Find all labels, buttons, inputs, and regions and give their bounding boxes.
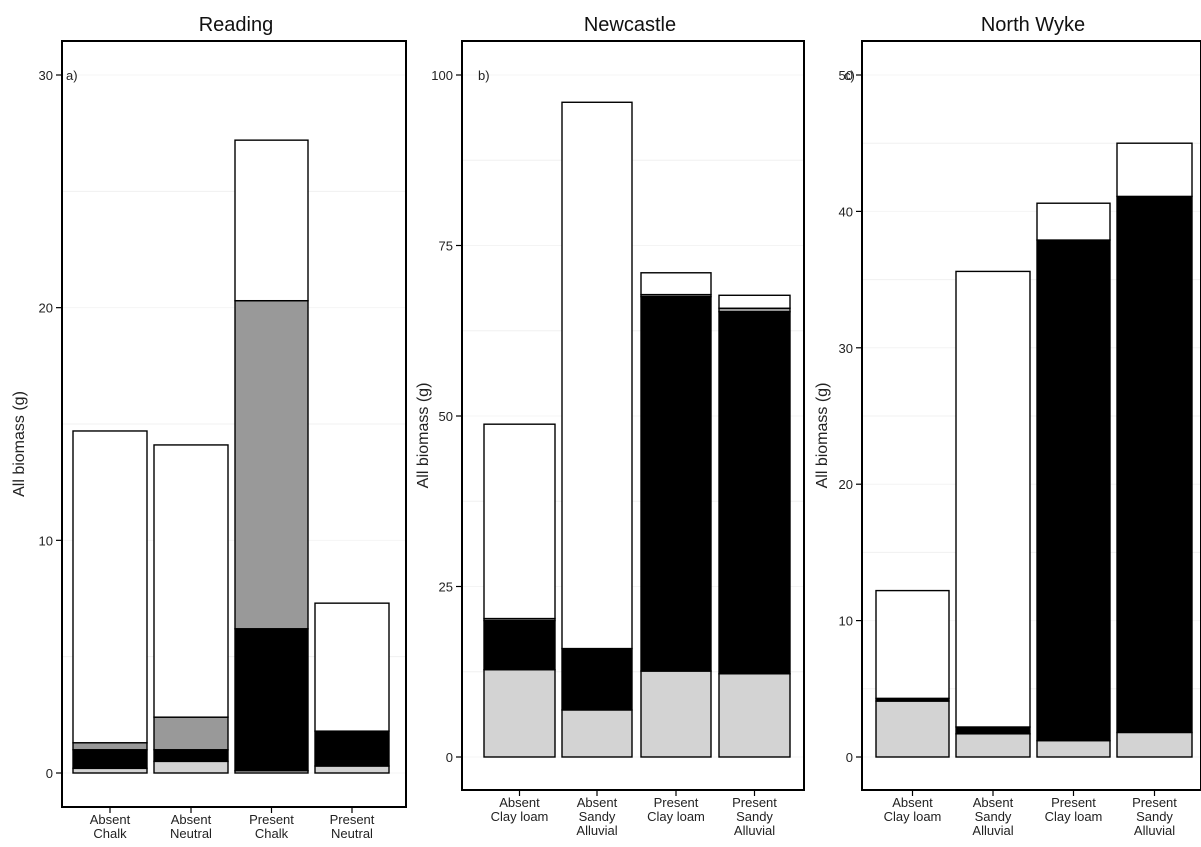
bar-segment <box>1036 239 1111 742</box>
y-tick-label: 0 <box>46 766 53 781</box>
x-tick-label: Chalk <box>255 826 289 841</box>
bar-segment <box>234 299 309 630</box>
y-tick-label: 100 <box>431 68 453 83</box>
y-tick-label: 30 <box>39 68 53 83</box>
bar-segment <box>955 733 1031 758</box>
bar-segment <box>153 716 229 751</box>
y-tick-label: 50 <box>839 68 853 83</box>
y-axis-label: All biomass (g) <box>11 391 28 497</box>
x-tick-label: Alluvial <box>734 823 775 838</box>
x-tick-label: Present <box>1132 795 1177 810</box>
x-tick-label: Neutral <box>331 826 373 841</box>
panel-1: 0102030AbsentChalkAbsentNeutralPresentCh… <box>11 14 407 841</box>
bar-segment <box>234 628 309 772</box>
bar-segment <box>640 272 712 296</box>
x-tick-label: Alluvial <box>576 823 617 838</box>
y-axis-label: All biomass (g) <box>814 383 831 489</box>
x-tick-label: Absent <box>171 812 212 827</box>
plot-frame <box>861 40 1201 791</box>
bar-segment <box>314 730 390 767</box>
plot-frame <box>61 40 407 808</box>
x-tick-label: Absent <box>577 795 618 810</box>
bar-segment <box>483 669 556 758</box>
x-tick-label: Present <box>249 812 294 827</box>
y-tick-label: 25 <box>439 580 453 595</box>
x-tick-label: Clay loam <box>647 809 705 824</box>
bar-segment <box>153 749 229 763</box>
bar-segment <box>875 589 950 700</box>
x-tick-label: Alluvial <box>972 823 1013 838</box>
bar-segment <box>640 670 712 758</box>
x-tick-label: Clay loam <box>884 809 942 824</box>
y-tick-label: 30 <box>839 341 853 356</box>
y-tick-label: 10 <box>839 614 853 629</box>
bar-segment <box>875 700 950 758</box>
y-axis-label: All biomass (g) <box>415 383 432 489</box>
bar-segment <box>1036 202 1111 241</box>
x-tick-label: Absent <box>499 795 540 810</box>
bar-segment <box>153 760 229 774</box>
y-tick-label: 50 <box>439 409 453 424</box>
bar-segment <box>72 430 148 744</box>
x-tick-label: Sandy <box>975 809 1012 824</box>
chart-title: North Wyke <box>981 14 1085 36</box>
bar-segment <box>561 709 633 758</box>
bar-segment <box>314 602 390 732</box>
bar-segment <box>718 294 791 309</box>
bar-segment <box>718 673 791 758</box>
bar-segment <box>955 726 1031 735</box>
x-tick-label: Sandy <box>579 809 616 824</box>
bar-segment <box>561 647 633 711</box>
bar-segment <box>1116 142 1193 198</box>
bar-segment <box>718 310 791 675</box>
x-tick-label: Clay loam <box>1045 809 1103 824</box>
x-tick-label: Absent <box>973 795 1014 810</box>
bar-segment <box>72 742 148 751</box>
x-tick-label: Neutral <box>170 826 212 841</box>
bar-segment <box>483 423 556 620</box>
bar-segment <box>1116 731 1193 758</box>
bar-segment <box>955 270 1031 728</box>
bar-segment <box>234 139 309 302</box>
x-tick-label: Sandy <box>1136 809 1173 824</box>
x-tick-label: Sandy <box>736 809 773 824</box>
y-tick-label: 10 <box>39 533 53 548</box>
x-tick-label: Chalk <box>93 826 127 841</box>
y-tick-label: 40 <box>839 204 853 219</box>
y-tick-label: 20 <box>839 477 853 492</box>
x-tick-label: Absent <box>892 795 933 810</box>
x-tick-label: Alluvial <box>1134 823 1175 838</box>
bar-segment <box>483 619 556 671</box>
x-tick-label: Present <box>654 795 699 810</box>
bar-segment <box>153 444 229 718</box>
y-tick-label: 0 <box>846 750 853 765</box>
panel-label: b) <box>478 68 490 83</box>
bar-segment <box>1036 739 1111 758</box>
panel-label: c) <box>844 68 855 83</box>
x-tick-label: Clay loam <box>491 809 549 824</box>
y-tick-label: 0 <box>446 750 453 765</box>
x-tick-label: Absent <box>90 812 131 827</box>
panel-label: a) <box>66 68 78 83</box>
chart-title: Newcastle <box>584 14 676 36</box>
bar-segment <box>314 765 390 774</box>
y-tick-label: 20 <box>39 301 53 316</box>
x-tick-label: Present <box>1051 795 1096 810</box>
y-tick-label: 75 <box>439 239 453 254</box>
bar-segment <box>561 101 633 650</box>
x-tick-label: Present <box>330 812 375 827</box>
chart-title: Reading <box>199 14 274 36</box>
bar-segment <box>640 295 712 672</box>
bar-segment <box>72 749 148 770</box>
bar-segment <box>1116 195 1193 734</box>
x-tick-label: Present <box>732 795 777 810</box>
